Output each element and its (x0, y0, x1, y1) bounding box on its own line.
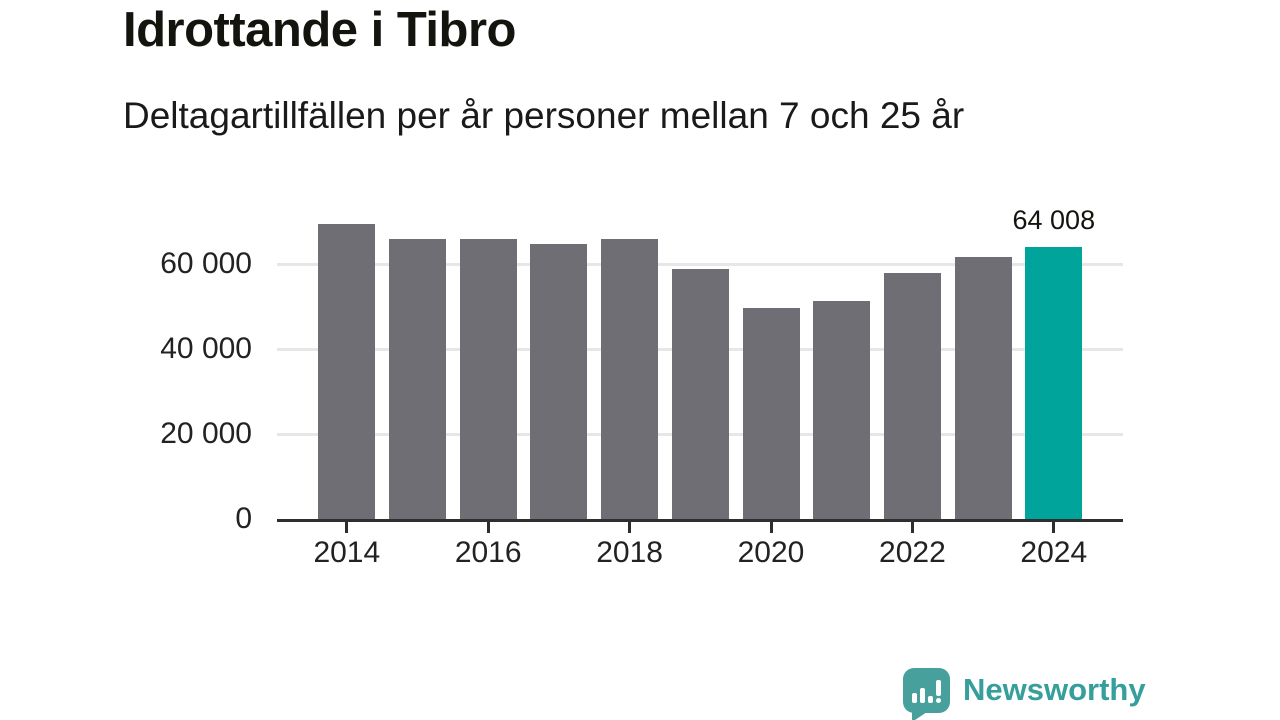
value-label-highlight: 64 008 (1012, 204, 1096, 235)
bar-2022 (883, 272, 941, 519)
bar-2020 (742, 308, 800, 519)
bar-2014 (318, 224, 376, 519)
x-axis-tick-label-2024: 2024 (1020, 536, 1088, 569)
icon-bar-3 (928, 695, 933, 703)
x-axis-tick-label-2022: 2022 (879, 536, 946, 569)
bar-chart-exclamation-icon (903, 668, 950, 713)
x-axis-tick-2020 (769, 522, 773, 533)
bar-2017 (530, 243, 588, 519)
x-axis-tick-2014 (345, 522, 349, 533)
brand-name: Newsworthy (963, 672, 1146, 707)
x-axis-tick-2024 (1052, 522, 1056, 533)
icon-bar-2 (920, 687, 925, 703)
bar-2019 (671, 268, 729, 519)
x-axis-tick-2022 (910, 522, 914, 533)
x-axis-tick-label-2014: 2014 (313, 536, 381, 569)
chart-subtitle: Deltagartillfällen per år personer mella… (123, 95, 965, 136)
bar-2024 (1025, 246, 1083, 519)
x-axis-tick-label-2020: 2020 (737, 536, 805, 569)
x-axis-tick-label-2018: 2018 (596, 536, 663, 569)
brand-footer: Newsworthy (903, 662, 1146, 720)
x-axis-line (277, 519, 1123, 522)
y-axis-tick-label: 20 000 (160, 417, 252, 450)
bar-2023 (954, 257, 1012, 519)
plot-area: 0 20 000 40 000 60 000 2014 2016 2018 2020 2022 2… (160, 192, 1123, 569)
bar-2018 (601, 239, 659, 519)
y-axis-tick-label: 0 (235, 502, 252, 535)
x-axis-tick-label-2016: 2016 (454, 536, 522, 569)
newsworthy-logo-icon (903, 667, 950, 720)
speech-bubble-tail (912, 711, 927, 720)
gridline-60000 (277, 262, 1123, 266)
x-axis-tick-2018 (628, 522, 632, 533)
bar-2015 (389, 238, 446, 519)
y-axis-tick-label: 60 000 (160, 247, 252, 280)
bar-2021 (813, 300, 871, 519)
bar-2016 (459, 238, 517, 519)
chart-title: Idrottande i Tibro (123, 3, 516, 57)
y-axis-tick-label: 40 000 (160, 332, 252, 365)
icon-bar-1 (912, 692, 917, 703)
icon-exclamation (936, 679, 941, 703)
x-axis-tick-2016 (486, 522, 490, 533)
